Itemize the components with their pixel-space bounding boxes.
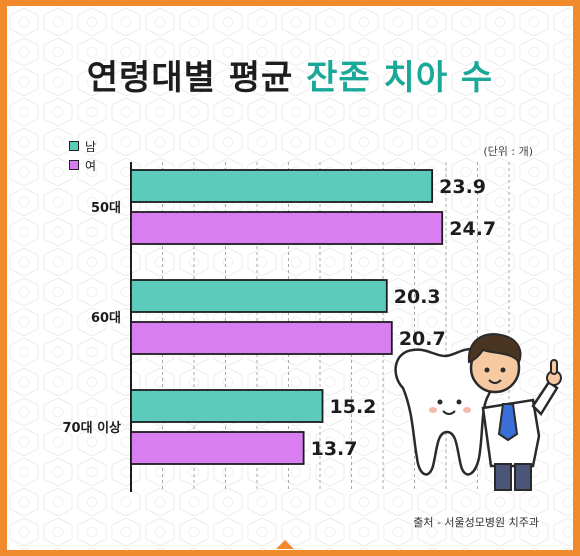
data-label: 13.7: [311, 438, 358, 460]
data-label: 15.2: [330, 396, 377, 418]
infographic-frame: 연령대별 평균 잔존 치아 수 남 여 (단위 : 개) 50대 23.9 24.7…: [7, 6, 573, 550]
title-main: 연령대별 평균: [86, 58, 294, 98]
legend-swatch-female: [69, 160, 79, 170]
bottom-notch: [276, 540, 294, 549]
data-label: 23.9: [439, 176, 486, 198]
legend-item-male: 남: [69, 139, 97, 154]
title-accent: 잔존 치아 수: [306, 58, 494, 98]
bar-male: [130, 169, 434, 203]
legend-label-female: 여: [85, 158, 97, 173]
data-label: 20.7: [399, 328, 446, 350]
bar-female: [130, 211, 444, 245]
unit-label: (단위 : 개): [483, 145, 533, 158]
bar-female: [130, 321, 393, 355]
legend: 남 여: [69, 140, 96, 178]
data-label: 24.7: [449, 218, 496, 240]
bar-female: [130, 431, 305, 465]
category-label: 50대: [91, 201, 121, 216]
data-label: 20.3: [394, 286, 441, 308]
chart-title: 연령대별 평균 잔존 치아 수: [7, 50, 573, 99]
category-label: 60대: [91, 311, 121, 326]
bar-male: [130, 389, 324, 423]
legend-item-female: 여: [69, 158, 97, 173]
bar-male: [130, 279, 388, 313]
bar-chart: 50대 23.9 24.7 60대 20.3 20.7 70대 이상 15.2 13.7: [63, 162, 510, 492]
legend-swatch-male: [69, 141, 79, 151]
legend-label-male: 남: [85, 139, 97, 154]
category-label: 70대 이상: [63, 420, 122, 436]
source-note: 출처 - 서울성모병원 치주과: [413, 516, 539, 529]
dentist-tooth-illustration: [394, 333, 562, 491]
